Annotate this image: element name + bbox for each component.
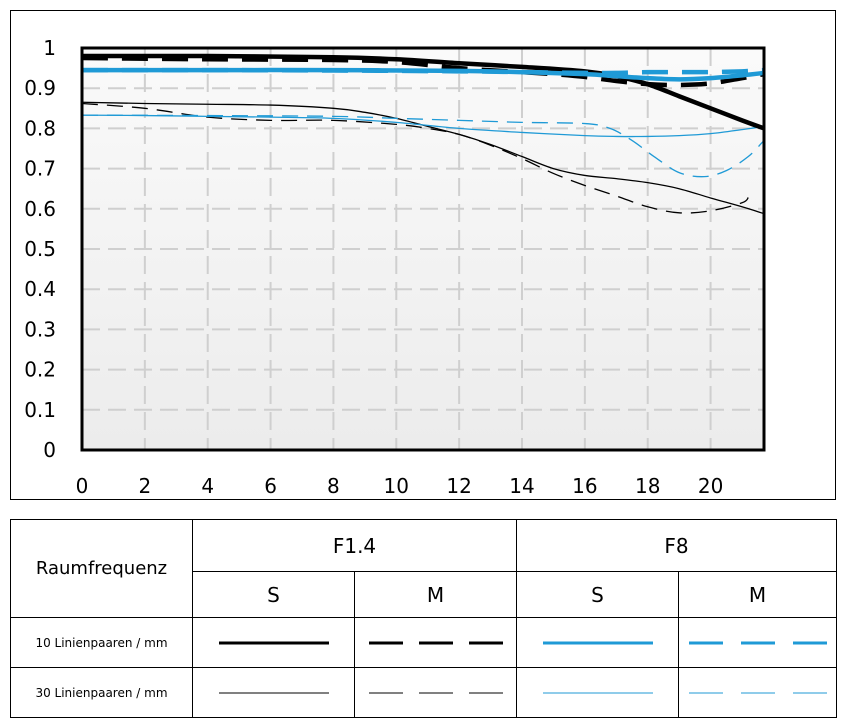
x-tick-label: 18	[635, 474, 660, 498]
series-lines	[82, 53, 764, 215]
series-line	[82, 67, 764, 76]
y-tick-label: 0.8	[24, 116, 56, 140]
mtf-chart: 0 0.1 0.2 0.3 0.4 0.5 0.6 0.7 0.8 0.9 1 0 2 4 6 8 10 12 1…	[24, 36, 766, 498]
y-tick-label: 0.2	[24, 358, 56, 382]
series-line	[82, 55, 764, 88]
x-tick-labels: 0 2 4 6 8 10 12 14 16 18 20	[76, 474, 724, 498]
x-tick-label: 0	[76, 474, 89, 498]
legend-sample-30-f8-m	[677, 667, 838, 718]
legend-sample-10-f14-s	[192, 617, 355, 668]
series-line	[82, 114, 764, 138]
legend-sub-f8-s: S	[516, 571, 679, 618]
legend-sample-10-f14-m	[354, 617, 517, 668]
legend-sub-f14-m: M	[354, 571, 517, 618]
x-tick-label: 20	[698, 474, 723, 498]
series-line	[82, 101, 764, 215]
x-tick-label: 10	[384, 474, 409, 498]
legend-header-f8: F8	[515, 519, 838, 572]
x-tick-label: 14	[509, 474, 534, 498]
y-tick-label: 0.4	[24, 277, 56, 301]
legend-line-sample	[688, 692, 827, 693]
y-tick-label: 0.1	[24, 398, 56, 422]
x-tick-label: 2	[138, 474, 151, 498]
x-tick-label: 16	[572, 474, 597, 498]
legend-sub-f8-m: M	[677, 571, 838, 618]
y-tick-labels: 0 0.1 0.2 0.3 0.4 0.5 0.6 0.7 0.8 0.9 1	[24, 36, 56, 462]
y-tick-label: 0.3	[24, 317, 56, 341]
x-tick-label: 4	[201, 474, 214, 498]
legend-line-sample	[218, 641, 329, 644]
legend-header-raumfrequenz: Raumfrequenz	[10, 519, 193, 618]
y-tick-label: 0	[43, 438, 56, 462]
legend-sample-30-f14-m	[354, 667, 517, 718]
x-tick-label: 12	[446, 474, 471, 498]
y-tick-label: 0.6	[24, 197, 56, 221]
series-line	[82, 53, 764, 131]
legend-line-sample	[542, 692, 653, 693]
legend-line-sample	[368, 641, 503, 644]
y-tick-label: 1	[43, 36, 56, 60]
x-tick-label: 6	[264, 474, 277, 498]
y-tick-label: 0.9	[24, 76, 56, 100]
legend-row-label-30: 30 Linienpaaren / mm	[10, 667, 193, 718]
series-line	[82, 102, 749, 214]
legend-sub-f14-s: S	[192, 571, 355, 618]
chart-frame: 0 0.1 0.2 0.3 0.4 0.5 0.6 0.7 0.8 0.9 1 0 2 4 6 8 10 12 1…	[10, 10, 836, 500]
legend-line-sample	[218, 692, 329, 693]
legend-table: Raumfrequenz F1.4 F8 S M S M 10 Linienpa…	[10, 519, 838, 718]
legend-line-sample	[688, 641, 827, 644]
legend-line-sample	[542, 641, 653, 644]
y-tick-label: 0.7	[24, 157, 56, 181]
legend-sample-30-f8-s	[516, 667, 679, 718]
legend-sample-30-f14-s	[192, 667, 355, 718]
legend-sample-10-f8-m	[677, 617, 838, 668]
series-line	[82, 114, 764, 178]
legend-header-f14: F1.4	[192, 519, 517, 572]
plot-border	[80, 46, 766, 452]
legend-row-label-10: 10 Linienpaaren / mm	[10, 617, 193, 668]
legend-sample-10-f8-s	[516, 617, 679, 668]
x-tick-label: 8	[327, 474, 340, 498]
y-tick-label: 0.5	[24, 237, 56, 261]
grid-lines	[82, 48, 764, 450]
legend-line-sample	[368, 692, 503, 693]
